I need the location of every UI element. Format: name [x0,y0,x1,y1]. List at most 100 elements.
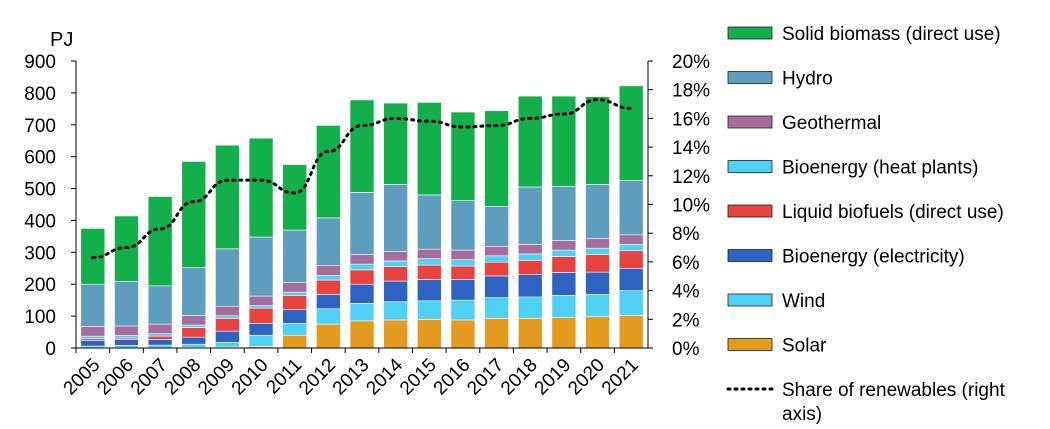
bar-segment [517,318,543,349]
bar-segment [383,280,408,303]
bar-segment [551,249,577,257]
bar-segment [316,217,341,267]
bar-segment [349,269,375,285]
bar-segment [114,281,139,327]
bar-segment [316,323,341,349]
bar-segment [147,333,173,337]
bar-segment [383,266,408,282]
legend-label: Wind [782,291,825,312]
y2-tick-label: 2% [672,310,700,331]
bar-segment [282,291,308,296]
legend-label: Hydro [782,69,833,90]
legend-swatch [727,204,773,218]
legend: Solid biomass (direct use) Hydro Geotherma… [726,24,1006,425]
bar-segment [147,196,173,287]
y-tick-label: 0 [45,339,56,360]
bar-segment [215,315,240,319]
bar-segment [181,324,207,328]
bar-segment [215,144,240,250]
bar-segment [383,319,408,349]
bar-segment [316,294,341,310]
y2-tick-label: 18% [672,81,710,102]
bar-segment [551,256,577,273]
bar-segment [282,282,308,293]
bar-segment [114,335,139,339]
bar-segment [618,180,644,236]
x-tick-label: 2007 [127,355,172,400]
bar-segment [215,330,240,343]
bar-segment [450,249,476,260]
y-tick-label: 900 [24,52,56,73]
bar-segment [484,318,509,349]
bar-segment [484,297,509,319]
legend-swatch [727,115,773,129]
bar-segment [517,95,543,188]
bar-segment [316,274,341,281]
x-tick-label: 2021 [598,355,643,400]
bar-segment [147,323,173,334]
bar-segment [517,244,543,255]
bar-segment [585,294,610,318]
x-tick-label: 2015 [396,355,441,400]
bar-segment [349,320,375,349]
bar-segment [282,295,308,311]
x-tick-label: 2011 [263,355,307,399]
bar-segment [618,250,644,269]
bar-segment [585,184,610,239]
bar-segment [585,247,610,255]
bar-segment [80,283,106,327]
legend-label: Liquid biofuels (direct use) [782,202,1004,223]
bar-segment [416,318,442,349]
x-tick-label: 2005 [60,355,105,400]
bar-segment [585,316,610,349]
bar-segment [551,295,577,319]
bar-segment [416,264,442,280]
bar-segment [248,236,274,297]
y-tick-label: 700 [24,116,56,137]
bar-segment [618,234,644,245]
bar-segment [349,99,375,193]
legend-label: Solar [782,336,827,357]
bar-segment [585,96,610,185]
bar-segment [450,259,476,267]
bar-segment [282,323,308,336]
y-tick-label: 100 [24,307,56,328]
legend-swatch [727,160,773,173]
bar-segment [147,335,173,340]
bar-segment [618,85,644,181]
bar-segment [316,125,341,219]
bar-segment [484,275,509,298]
bar-segment [416,248,442,260]
legend-swatch [727,293,773,307]
y2-tick-label: 16% [672,109,710,130]
bar-segment [248,307,274,324]
bar-segment [282,229,308,283]
x-tick-label: 2014 [362,354,407,399]
legend-swatch [727,338,773,351]
bar-segment [181,343,207,348]
y-tick-label: 800 [24,84,56,105]
y-tick-label: 500 [24,180,56,201]
y-tick-label: 300 [24,243,56,264]
x-axis-ticks: 2005200620072008200920102011201220132014… [60,348,643,399]
bar-segment [517,186,543,245]
x-tick-label: 2016 [430,355,475,400]
bar-segment [585,238,610,249]
bar-segment [248,323,274,336]
legend-label: Bioenergy (heat plants) [782,158,978,179]
bar-segment [517,253,543,261]
y2-tick-label: 8% [672,224,700,245]
bar-segment [383,184,408,252]
bar-segment [80,335,106,340]
y2-tick-label: 12% [672,167,710,188]
bar-segment [484,261,509,277]
bar-segment [349,263,375,271]
y2-tick-label: 6% [672,253,700,274]
bar-segment [80,326,106,337]
bar-segment [181,336,207,345]
bar-segment [349,254,375,265]
y2-tick-label: 4% [672,282,700,303]
bar-segment [114,345,139,348]
bar-segment [282,309,308,324]
